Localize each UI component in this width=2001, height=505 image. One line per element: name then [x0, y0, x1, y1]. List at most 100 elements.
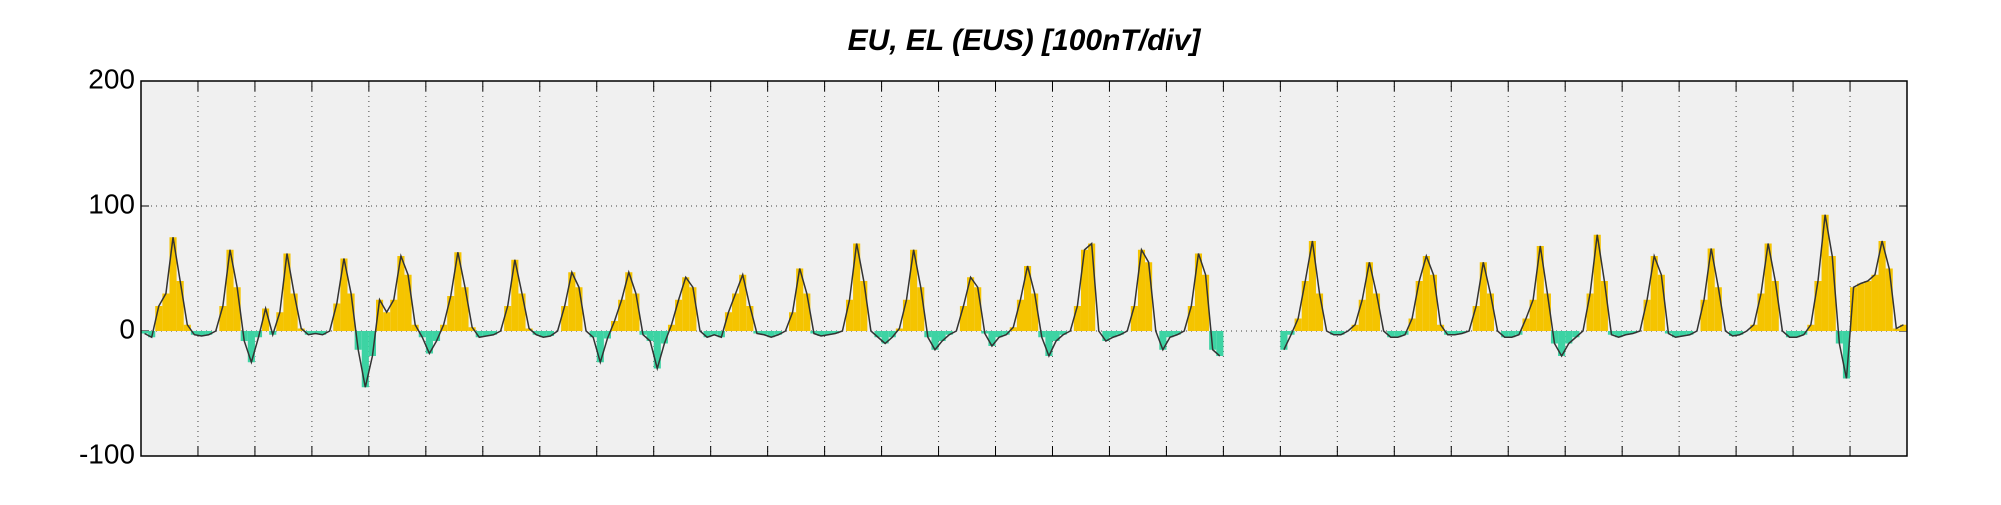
bar-fill	[1166, 331, 1174, 338]
bar-fill	[1700, 299, 1708, 331]
bar-fill	[525, 328, 533, 331]
bar-fill	[874, 331, 882, 338]
bar-fill	[404, 274, 412, 331]
bar-fill	[1202, 274, 1210, 331]
data-line	[144, 237, 1221, 388]
bar-fill	[902, 299, 911, 331]
bar-fill	[561, 306, 569, 331]
bar-fill	[724, 312, 733, 331]
bar-fill	[1771, 281, 1779, 331]
bar-fill	[746, 306, 754, 331]
bar-fill	[1793, 331, 1801, 338]
bar-fill	[1550, 331, 1559, 344]
bar-fill	[1301, 281, 1309, 331]
bar-fill	[596, 331, 604, 363]
bar-fill	[197, 331, 206, 336]
bar-fill	[297, 328, 305, 331]
bar-fill	[383, 312, 391, 331]
bar-fill	[860, 281, 868, 331]
bar-fill	[219, 306, 227, 331]
bar-fill	[162, 293, 170, 331]
bar-fill	[418, 331, 426, 338]
bar-fill	[340, 258, 348, 331]
bar-fill	[1294, 318, 1302, 331]
bar-fill	[931, 331, 939, 350]
bar-fill	[1394, 331, 1402, 338]
bar-fill	[568, 272, 576, 331]
bar-fill	[1650, 256, 1658, 331]
bar-fill	[1878, 241, 1886, 331]
bar-fill	[1308, 241, 1316, 331]
bar-fill	[610, 321, 619, 331]
bar-fill	[1024, 266, 1032, 331]
bar-fill	[155, 306, 163, 331]
bar-fill	[1365, 262, 1373, 331]
bar-fill	[1629, 331, 1637, 334]
bar-fill	[333, 303, 341, 331]
bar-fill	[1558, 331, 1566, 356]
bar-fill	[1842, 331, 1851, 379]
bar-fill	[447, 296, 455, 331]
bar-fill	[1408, 318, 1416, 331]
bar-fill	[1728, 331, 1737, 336]
bar-fill	[589, 331, 597, 338]
bar-fill	[1102, 331, 1110, 341]
bar-fill	[432, 331, 441, 341]
bar-fill	[1857, 283, 1865, 331]
bar-fill	[1052, 331, 1060, 341]
bar-fill	[938, 331, 946, 341]
bar-fill	[233, 287, 241, 331]
bar-fill	[1088, 243, 1096, 331]
bar-fill	[1679, 331, 1687, 336]
bar-fill	[910, 249, 918, 331]
bar-fill	[1059, 331, 1067, 335]
bar-fill	[1600, 281, 1608, 331]
bar-fill	[390, 299, 398, 331]
bar-fill	[1807, 324, 1815, 331]
bar-fill	[1045, 331, 1053, 356]
bar-fill	[995, 331, 1003, 338]
bar-fill	[774, 331, 782, 335]
bar-fill	[988, 331, 996, 346]
bar-fill	[1337, 331, 1345, 335]
bar-fill	[546, 331, 555, 336]
bar-fill	[1800, 331, 1808, 335]
bar-fill	[710, 331, 718, 335]
bar-fill	[1814, 281, 1822, 331]
bar-fill	[361, 331, 369, 388]
bar-fill	[831, 331, 839, 334]
bar-fill	[888, 331, 896, 338]
bar-fill	[1073, 306, 1081, 331]
bar-fill	[796, 268, 804, 331]
bar-fill	[1173, 331, 1181, 335]
bar-fill	[397, 256, 405, 331]
bar-fill	[354, 331, 362, 350]
bar-fill	[1864, 281, 1872, 331]
y-tick-label: -100	[79, 438, 135, 469]
bar-fill	[518, 293, 526, 331]
bar-fill	[1757, 293, 1765, 331]
bar-fill	[575, 287, 583, 331]
bar-fill	[667, 324, 676, 331]
bar-fill	[689, 287, 697, 331]
bar-fill	[1280, 331, 1288, 350]
bar-fill	[226, 249, 234, 331]
bar-fill	[1351, 324, 1359, 331]
bar-fill	[1109, 331, 1117, 338]
bar-fill	[176, 281, 184, 331]
chart-title: EU, EL (EUS) [100nT/div]	[848, 24, 1202, 57]
bar-fill	[1401, 331, 1409, 335]
bar-fill	[1016, 299, 1024, 331]
bar-fill	[1885, 268, 1893, 331]
bar-fill	[1479, 262, 1487, 331]
y-tick-label: 200	[88, 63, 135, 94]
bar-fill	[1615, 331, 1623, 338]
bar-fill	[1315, 293, 1324, 331]
bar-fill	[1458, 331, 1466, 334]
bar-fill	[1828, 256, 1836, 331]
bar-fill	[254, 331, 263, 338]
bar-fill	[1437, 324, 1445, 331]
bar-fill	[646, 331, 654, 341]
bar-fill	[504, 306, 512, 331]
